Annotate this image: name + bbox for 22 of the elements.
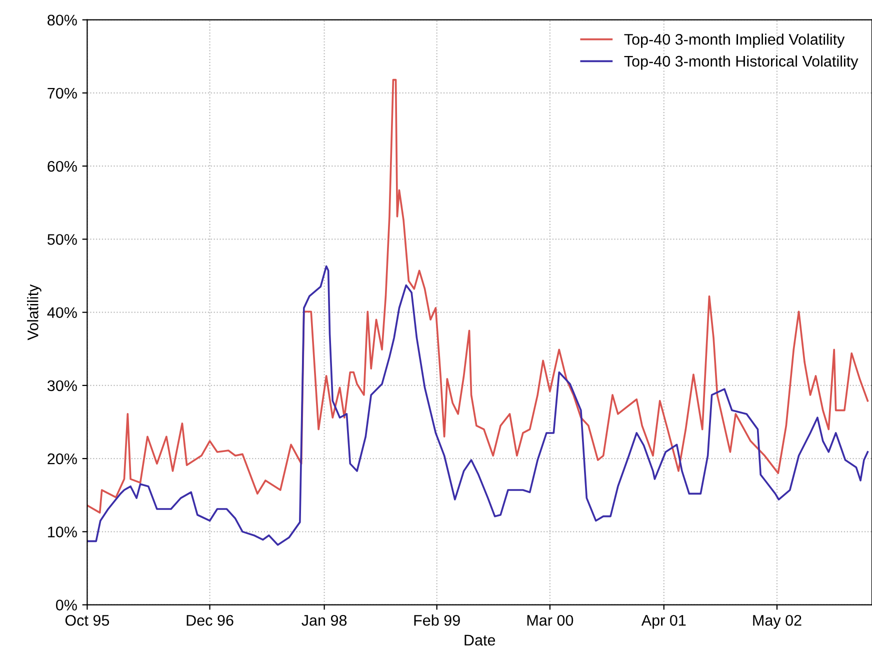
line-series [87, 265, 869, 546]
x-tick-label: Dec 96 [186, 614, 234, 626]
y-tick-label: 20% [48, 453, 77, 464]
y-tick-label: 70% [48, 88, 77, 99]
y-tick-label: 80% [48, 14, 77, 26]
y-tick-label: 10% [48, 526, 77, 538]
y-axis-title: Volatility [27, 284, 42, 340]
line-series [87, 78, 869, 514]
x-tick-label: Apr 01 [641, 614, 686, 629]
legend-label: Top-40 3-month Historical Volatility [624, 55, 858, 70]
legend-label: Top-40 3-month Implied Volatility [624, 34, 845, 48]
y-tick-label: 30% [47, 380, 77, 392]
x-tick-label: May 02 [753, 614, 802, 629]
y-tick-label: 0% [56, 600, 77, 610]
x-tick-label: Feb 99 [414, 614, 460, 626]
y-tick-label: 50% [48, 234, 77, 245]
x-axis-title: Date [464, 634, 496, 646]
x-tick-label: Oct 95 [65, 614, 110, 626]
x-tick-label: Mar 00 [527, 614, 574, 626]
y-tick-label: 40% [47, 307, 77, 318]
y-tick-label: 60% [48, 160, 77, 172]
x-tick-label: Jan 98 [302, 614, 347, 626]
